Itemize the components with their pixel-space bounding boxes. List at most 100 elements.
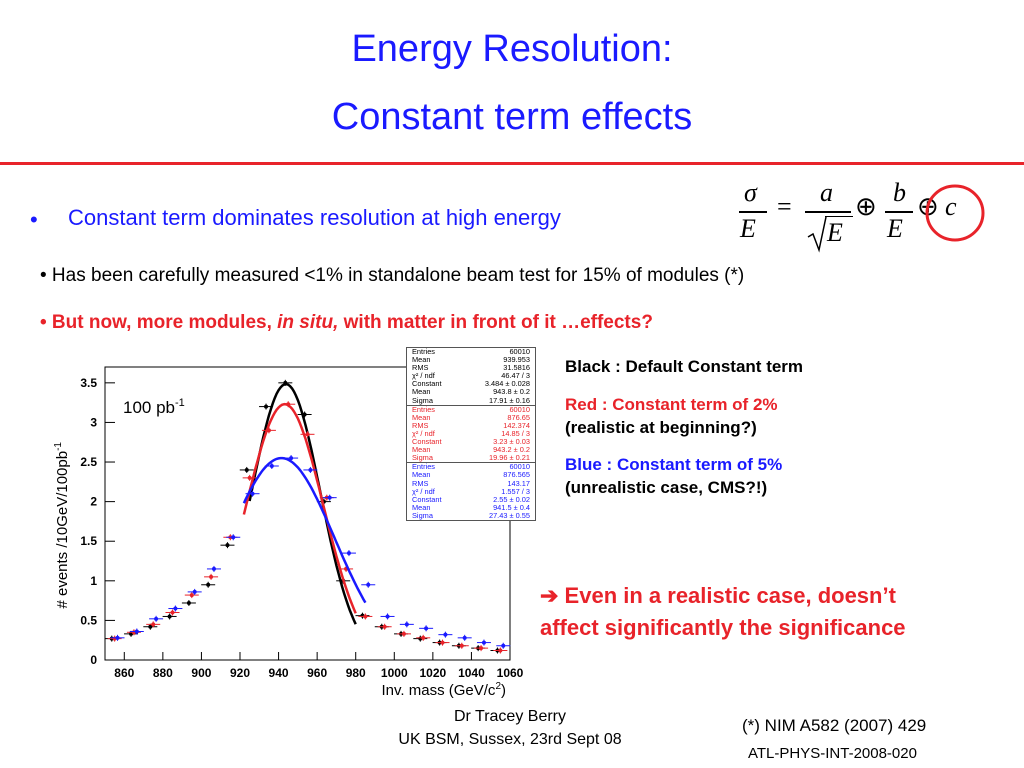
stats-row: RMS 143.17	[407, 478, 535, 488]
stats-value: 3.23 ± 0.03	[493, 437, 530, 447]
stats-key: Constant	[412, 379, 442, 389]
data-point	[443, 632, 448, 637]
data-point	[154, 616, 159, 621]
x-tick-label: 1020	[420, 666, 447, 680]
stats-box: Entries 60010 Mean 876.65 RMS 142.374 χ² / ndf…	[406, 404, 536, 463]
stats-row: Entries 60010	[407, 347, 535, 356]
data-point	[346, 551, 351, 556]
data-point	[151, 622, 156, 627]
stats-row: Sigma 17.91 ± 0.16	[407, 395, 535, 405]
y-tick-label: 2.5	[80, 455, 97, 469]
data-point	[385, 614, 390, 619]
conclusion-line2: affect significantly the significance	[540, 615, 906, 640]
stats-value: 1.557 / 3	[501, 486, 530, 496]
stats-row: Entries 60010	[407, 463, 535, 471]
data-point	[225, 543, 230, 548]
stats-value: 2.55 ± 0.02	[493, 494, 530, 504]
main-bullet: Constant term dominates resolution at hi…	[68, 205, 561, 230]
stats-value: 876.65	[507, 412, 530, 422]
data-point	[264, 404, 269, 409]
data-point	[305, 432, 310, 437]
stats-key: Entries	[412, 347, 436, 356]
stats-row: Constant 2.55 ± 0.02	[407, 494, 535, 504]
data-point	[404, 622, 409, 627]
data-point	[382, 624, 387, 629]
stats-key: χ² / ndf	[412, 486, 435, 496]
stats-value: 17.91 ± 0.16	[488, 395, 530, 405]
stats-key: RMS	[412, 363, 429, 373]
data-point	[209, 574, 214, 579]
data-point	[424, 626, 429, 631]
stats-key: Sigma	[412, 453, 433, 463]
resolution-formula: σ E = a E ⊕ b E ⊕ c	[735, 178, 975, 258]
mass-histogram-chart: 860 880 900 920 940 960 980 1000 1020 1040 1060 0 0.…	[45, 345, 565, 700]
data-point	[401, 631, 406, 636]
stats-value: 60010	[509, 347, 530, 356]
stats-value: 14.85 / 3	[501, 428, 530, 438]
stats-row: Entries 60010	[407, 404, 535, 414]
stats-key: χ² / ndf	[412, 371, 435, 381]
stats-value: 939.953	[503, 355, 530, 365]
stats-value: 3.484 ± 0.028	[484, 379, 530, 389]
footer-ref-nim: (*) NIM A582 (2007) 429	[742, 716, 927, 735]
stats-key: Mean	[412, 355, 431, 365]
data-point	[170, 610, 175, 615]
data-point	[462, 635, 467, 640]
stats-value: 19.96 ± 0.21	[488, 453, 530, 463]
legend-black: Black : Default Constant term	[565, 357, 804, 376]
data-point	[421, 635, 426, 640]
stats-row: χ² / ndf 46.47 / 3	[407, 372, 535, 380]
stats-key: Mean	[412, 412, 431, 422]
stats-row: Mean 876.65	[407, 412, 535, 422]
stats-value: 943.2 ± 0.2	[493, 445, 530, 455]
stats-row: Mean 943.2 ± 0.2	[407, 446, 535, 454]
footer-author: Dr Tracey Berry	[453, 708, 566, 725]
x-tick-label: 920	[230, 666, 250, 680]
x-tick-label: 860	[114, 666, 134, 680]
stats-value: 31.5816	[503, 363, 530, 373]
footer-event: UK BSM, Sussex, 23rd Sept 08	[398, 731, 622, 748]
data-point	[189, 593, 194, 598]
stats-key: Entries	[412, 462, 436, 472]
x-tick-label: 1000	[381, 666, 408, 680]
y-tick-label: 3	[90, 415, 97, 429]
luminosity-label: 100 pb-1	[123, 397, 185, 417]
stats-box: Entries 60010 Mean 876.565 RMS 143.17 χ² / ndf…	[406, 462, 536, 521]
stats-key: Sigma	[412, 395, 433, 405]
legend-red: Red : Constant term of 2%	[565, 395, 778, 414]
y-tick-label: 0	[90, 653, 97, 667]
x-tick-label: 1060	[497, 666, 524, 680]
stats-row: Mean 876.565	[407, 471, 535, 479]
data-point	[192, 589, 197, 594]
data-point	[327, 495, 332, 500]
data-point	[231, 535, 236, 540]
stats-key: Entries	[412, 404, 436, 414]
stats-row: χ² / ndf 14.85 / 3	[407, 428, 535, 438]
stats-value: 27.43 ± 0.55	[488, 510, 530, 520]
conclusion-line1: ➔ Even in a realistic case, doesn’t	[540, 583, 896, 608]
stats-row: Mean 941.5 ± 0.4	[407, 503, 535, 512]
stats-value: 876.565	[503, 470, 530, 480]
footer-ref-atlas: ATL-PHYS-INT-2008-020	[748, 745, 917, 762]
stats-key: χ² / ndf	[412, 428, 435, 438]
stats-value: 60010	[509, 462, 530, 472]
stats-box: Entries 60010 Mean 939.953 RMS 31.5816 χ² / nd…	[406, 347, 536, 405]
stats-row: χ² / ndf 1.557 / 3	[407, 486, 535, 496]
fit-stats-panel: Entries 60010 Mean 939.953 RMS 31.5816 χ² / nd…	[406, 347, 536, 521]
data-point	[269, 463, 274, 468]
stats-key: Mean	[412, 470, 431, 480]
histogram-svg: 860 880 900 920 940 960 980 1000 1020 1040 1060 0 0.…	[53, 366, 524, 699]
stats-key: RMS	[412, 478, 429, 488]
legend-blue: Blue : Constant term of 5%	[565, 455, 783, 474]
legend-blue-note: (unrealistic case, CMS?!)	[565, 478, 768, 497]
stats-key: RMS	[412, 420, 429, 430]
data-point	[173, 606, 178, 611]
stats-key: Constant	[412, 437, 442, 447]
title-divider	[0, 162, 1024, 165]
data-point	[308, 467, 313, 472]
data-point	[244, 467, 249, 472]
data-point	[363, 614, 368, 619]
data-point	[501, 643, 506, 648]
data-point	[134, 629, 139, 634]
data-point	[186, 600, 191, 605]
